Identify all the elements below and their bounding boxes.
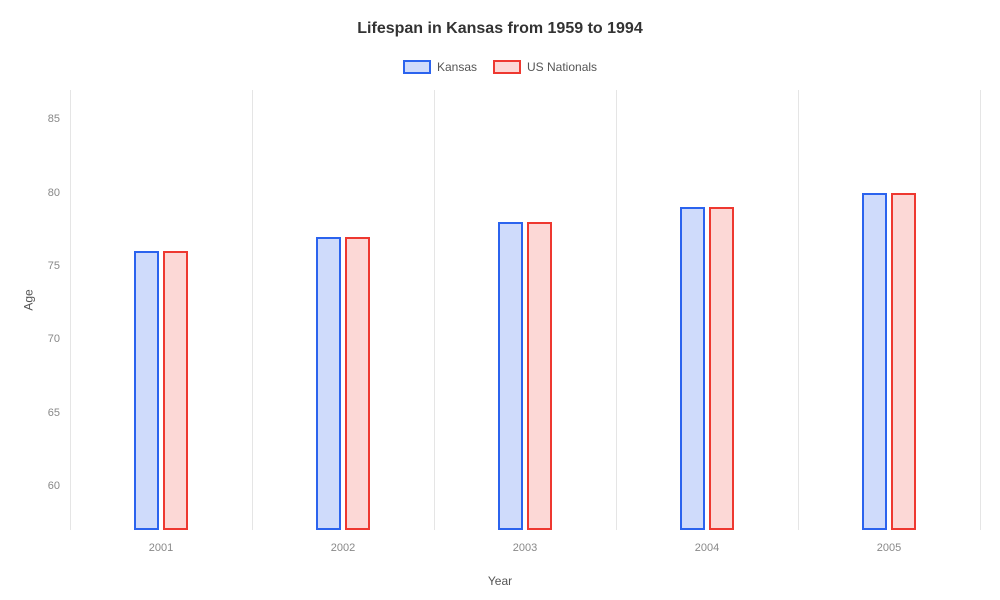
x-tick-label: 2002 (331, 530, 355, 554)
gridline (252, 90, 253, 530)
bar (163, 251, 188, 530)
legend-swatch (493, 60, 521, 74)
bar (709, 207, 734, 530)
y-tick-label: 85 (48, 113, 70, 125)
x-axis-label: Year (0, 574, 1000, 588)
x-tick-label: 2001 (149, 530, 173, 554)
gridline (70, 90, 71, 530)
bar (680, 207, 705, 530)
y-tick-label: 80 (48, 187, 70, 199)
bar (891, 193, 916, 530)
y-tick-label: 65 (48, 407, 70, 419)
gridline (798, 90, 799, 530)
legend-label: US Nationals (527, 60, 597, 74)
gridline (980, 90, 981, 530)
x-tick-label: 2005 (877, 530, 901, 554)
bar (862, 193, 887, 530)
bar (527, 222, 552, 530)
bar (134, 251, 159, 530)
y-axis-label: Age (22, 289, 36, 310)
legend-item: Kansas (403, 60, 477, 74)
chart-title: Lifespan in Kansas from 1959 to 1994 (0, 20, 1000, 38)
gridline (616, 90, 617, 530)
x-tick-label: 2003 (513, 530, 537, 554)
bar (498, 222, 523, 530)
y-tick-label: 70 (48, 333, 70, 345)
legend: Kansas US Nationals (0, 60, 1000, 74)
legend-swatch (403, 60, 431, 74)
legend-label: Kansas (437, 60, 477, 74)
legend-item: US Nationals (493, 60, 597, 74)
chart-container: Lifespan in Kansas from 1959 to 1994 Kan… (0, 0, 1000, 600)
x-tick-label: 2004 (695, 530, 719, 554)
plot-area: 20012002200320042005606570758085 (70, 90, 980, 530)
y-tick-label: 60 (48, 480, 70, 492)
gridline (434, 90, 435, 530)
bar (316, 237, 341, 530)
bar (345, 237, 370, 530)
y-tick-label: 75 (48, 260, 70, 272)
